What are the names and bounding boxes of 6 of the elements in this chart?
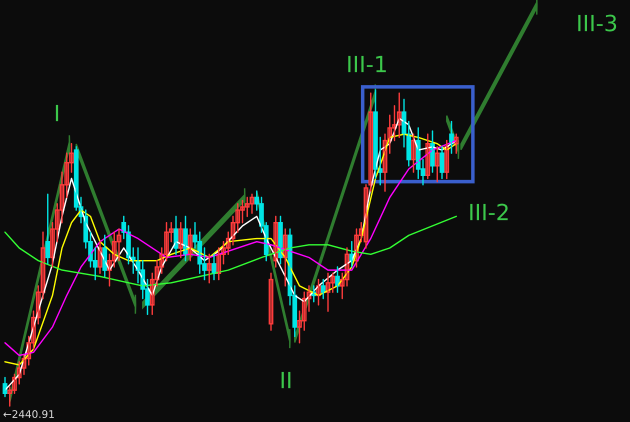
text: III-2 bbox=[470, 204, 508, 220]
text: ←2440.91 bbox=[4, 410, 54, 418]
text: III-3 bbox=[578, 14, 616, 32]
text: III-1 bbox=[348, 56, 386, 72]
annotation: II bbox=[282, 372, 290, 388]
annotation: I bbox=[56, 104, 58, 122]
